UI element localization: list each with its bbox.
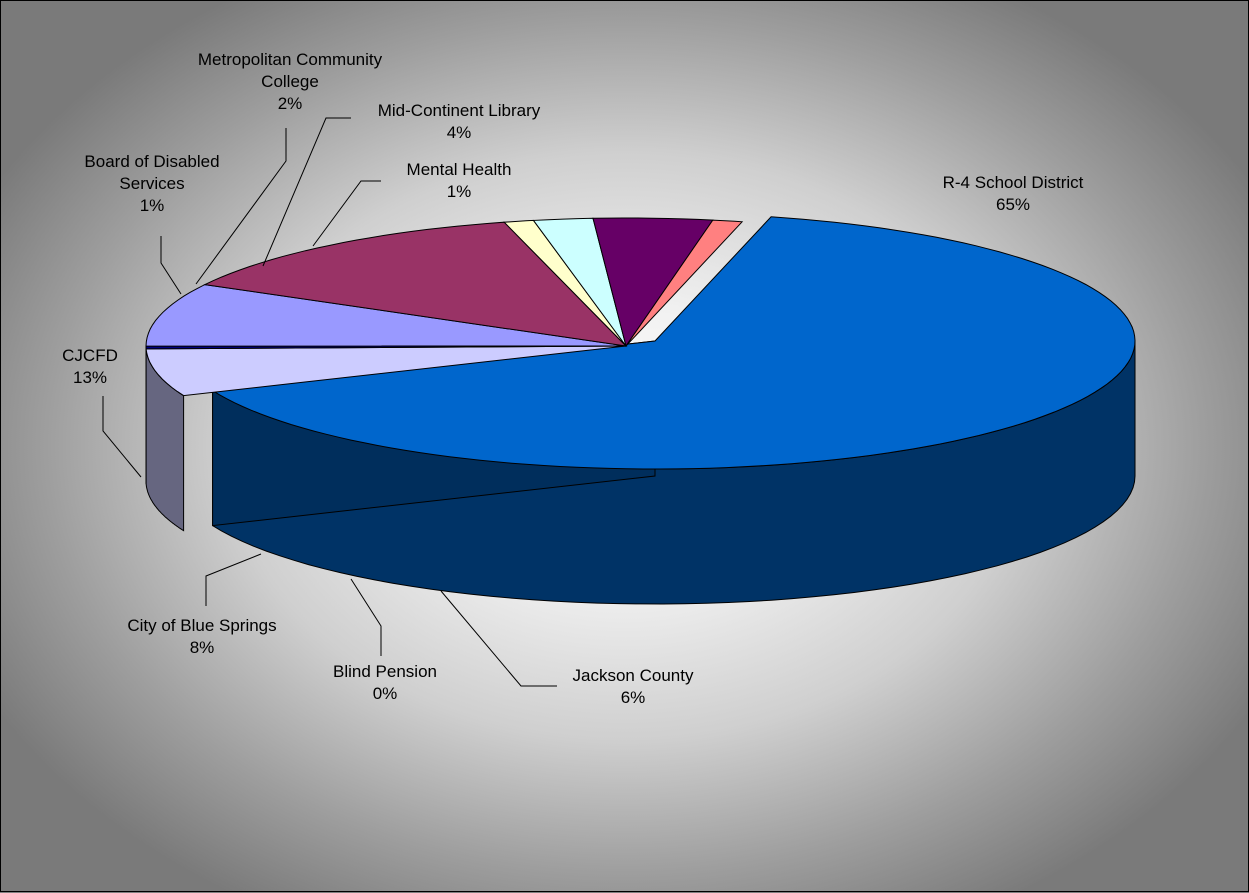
label-name-blind-pension: Blind Pension — [333, 662, 437, 681]
leader-city-of-blue-springs — [206, 554, 261, 606]
label-name-city-of-blue-springs: City of Blue Springs — [127, 616, 276, 635]
label-value-mid-continent-library: 4% — [447, 123, 472, 142]
label-blind-pension: Blind Pension 0% — [333, 662, 437, 703]
label-name-cjcfd: CJCFD — [62, 346, 118, 365]
leader-board-of-disabled-services — [161, 236, 181, 294]
label-name-board-of-disabled-services: Services — [119, 174, 184, 193]
label-value-blind-pension: 0% — [373, 684, 398, 703]
label-name-r-4-school-district: R-4 School District — [943, 173, 1084, 192]
label-name-board-of-disabled-services: Board of Disabled — [84, 152, 219, 171]
label-mid-continent-library: Mid-Continent Library 4% — [378, 101, 541, 142]
label-jackson-county: Jackson County 6% — [573, 666, 694, 707]
label-value-city-of-blue-springs: 8% — [190, 638, 215, 657]
label-value-jackson-county: 6% — [621, 688, 646, 707]
label-city-of-blue-springs: City of Blue Springs 8% — [127, 616, 276, 657]
label-value-mental-health: 1% — [447, 182, 472, 201]
label-r-4-school-district: R-4 School District 65% — [943, 173, 1084, 214]
label-value-cjcfd: 13% — [73, 368, 107, 387]
leader-jackson-county — [441, 591, 557, 686]
leader-cjcfd — [103, 396, 141, 477]
label-mental-health: Mental Health 1% — [407, 160, 512, 201]
label-value-metropolitan-community-college: 2% — [278, 94, 303, 113]
label-value-board-of-disabled-services: 1% — [140, 196, 165, 215]
leader-mental-health — [313, 181, 381, 246]
label-cjcfd: CJCFD 13% — [62, 346, 118, 387]
label-metropolitan-community-college: Metropolitan Community College 2% — [198, 50, 383, 113]
label-name-mid-continent-library: Mid-Continent Library — [378, 101, 541, 120]
leader-blind-pension — [351, 579, 381, 656]
label-board-of-disabled-services: Board of Disabled Services 1% — [84, 152, 219, 215]
label-name-metropolitan-community-college: College — [261, 72, 319, 91]
label-value-r-4-school-district: 65% — [996, 195, 1030, 214]
label-name-jackson-county: Jackson County — [573, 666, 694, 685]
label-name-metropolitan-community-college: Metropolitan Community — [198, 50, 383, 69]
label-name-mental-health: Mental Health — [407, 160, 512, 179]
